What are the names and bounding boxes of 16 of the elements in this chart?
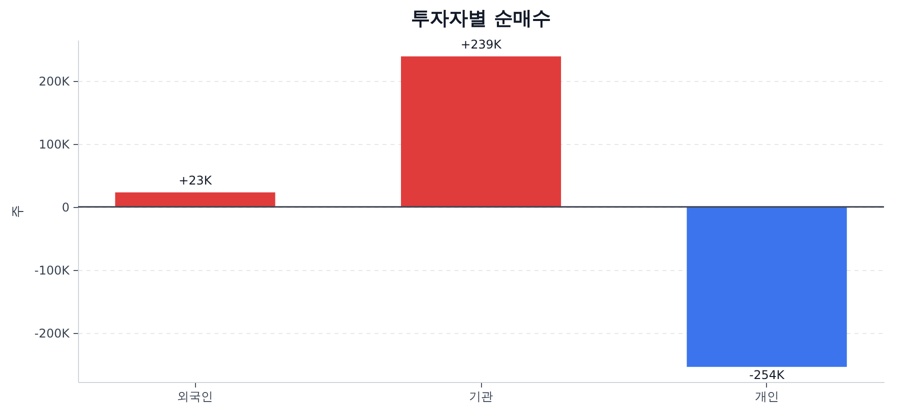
data-label: -254K: [749, 368, 786, 382]
y-tick-label: 0: [62, 200, 70, 214]
x-tick-label: 기관: [469, 390, 493, 404]
bar: [400, 56, 562, 207]
y-tick-label: -100K: [34, 263, 71, 278]
chart-title: 투자자별 순매수: [411, 7, 551, 30]
x-tick-label: 외국인: [177, 390, 214, 404]
y-tick-label: 100K: [38, 137, 71, 152]
y-tick-label: 200K: [38, 74, 71, 88]
bar: [686, 206, 847, 367]
y-axis-title: 주: [10, 205, 26, 218]
data-label: +239K: [460, 37, 503, 52]
x-tick-label: 개인: [754, 390, 779, 404]
y-tick-label: -200K: [34, 326, 71, 340]
data-label: +23K: [178, 173, 213, 188]
bar: [115, 192, 276, 207]
